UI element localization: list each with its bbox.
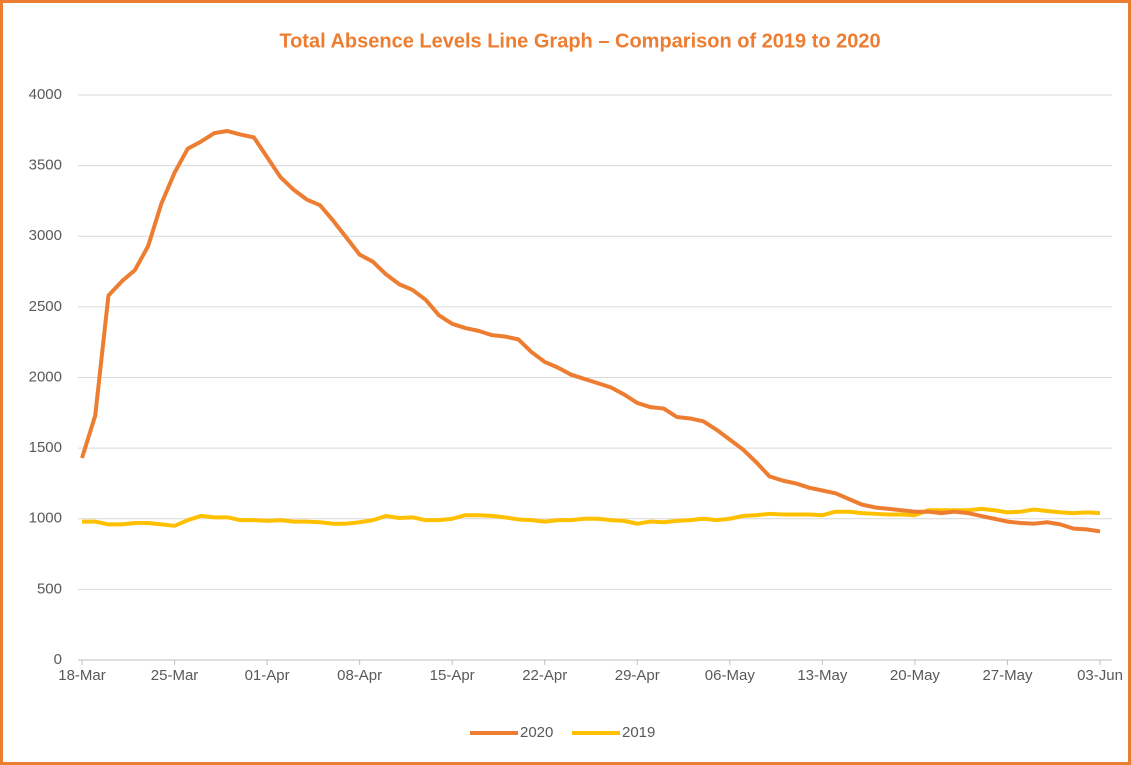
y-tick-label: 1000 bbox=[29, 510, 62, 527]
y-tick-label: 3500 bbox=[29, 157, 62, 174]
y-tick-label: 2000 bbox=[29, 368, 62, 385]
x-tick-label: 03-Jun bbox=[1077, 667, 1123, 684]
y-tick-label: 3000 bbox=[29, 227, 62, 244]
x-tick-label: 18-Mar bbox=[58, 667, 106, 684]
y-tick-label: 4000 bbox=[29, 86, 62, 103]
legend-label: 2019 bbox=[622, 724, 655, 741]
x-tick-label: 01-Apr bbox=[245, 667, 290, 684]
x-tick-label: 27-May bbox=[982, 667, 1033, 684]
line-series bbox=[80, 129, 1101, 534]
y-tick-label: 2500 bbox=[29, 298, 62, 315]
x-tick-label: 15-Apr bbox=[430, 667, 475, 684]
x-tick-label: 13-May bbox=[797, 667, 848, 684]
legend-label: 2020 bbox=[520, 724, 553, 741]
x-tick-label: 22-Apr bbox=[522, 667, 567, 684]
x-tick-label: 20-May bbox=[890, 667, 941, 684]
y-tick-label: 500 bbox=[37, 580, 62, 597]
x-tick-label: 08-Apr bbox=[337, 667, 382, 684]
chart-title: Total Absence Levels Line Graph – Compar… bbox=[279, 30, 880, 52]
x-tick-label: 06-May bbox=[705, 667, 756, 684]
y-tick-label: 0 bbox=[54, 651, 62, 668]
x-tick-label: 25-Mar bbox=[151, 667, 199, 684]
x-tick-label: 29-Apr bbox=[615, 667, 660, 684]
y-tick-label: 1500 bbox=[29, 439, 62, 456]
